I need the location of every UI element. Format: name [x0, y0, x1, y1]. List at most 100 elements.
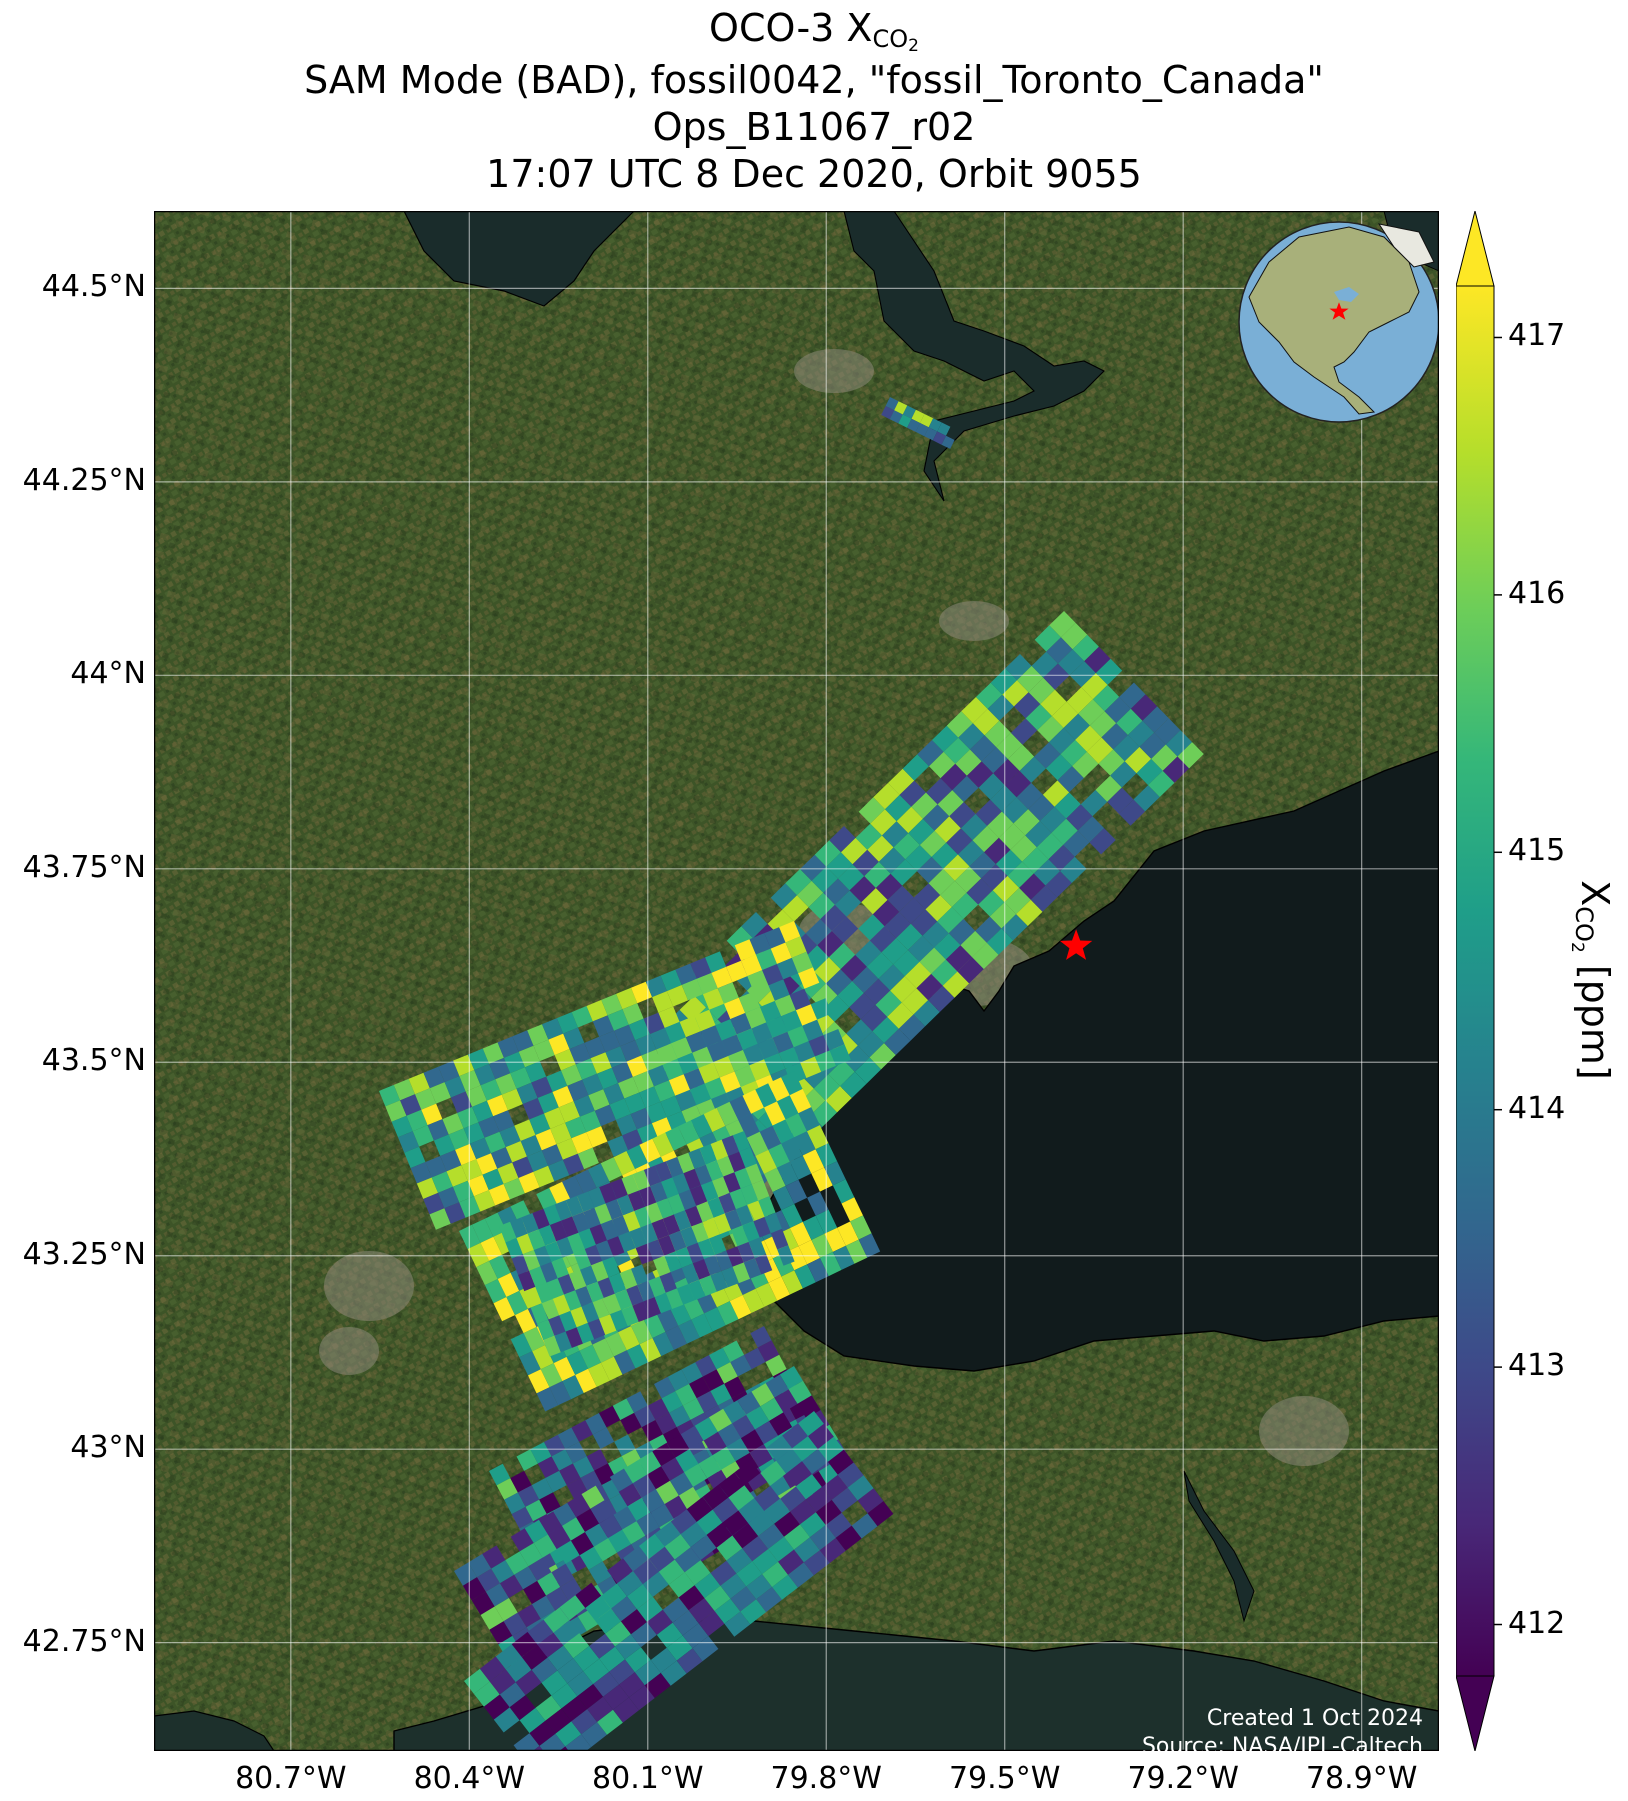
xco2-sounding — [845, 1239, 868, 1264]
xco2-sounding — [531, 1595, 555, 1619]
xco2-sounding — [581, 1722, 607, 1748]
xco2-sounding — [1034, 625, 1061, 652]
xco2-sounding — [631, 981, 653, 1004]
xco2-sounding — [1142, 706, 1169, 733]
xco2-sounding — [501, 1088, 523, 1111]
xco2-sounding — [622, 1521, 646, 1545]
xco2-sounding — [635, 1034, 657, 1056]
xco2-sounding — [791, 951, 813, 974]
xco2-sounding — [691, 1222, 709, 1243]
xco2-sounding — [780, 1486, 806, 1512]
xco2-sounding — [557, 1274, 576, 1295]
xco2-sounding — [814, 1050, 836, 1072]
xco2-sounding — [576, 1508, 600, 1532]
xco2-sounding — [587, 1318, 606, 1340]
xco2-sounding — [1004, 770, 1032, 798]
xco2-sounding — [790, 1499, 816, 1525]
lon-tick-label: 78.9°W — [1305, 1761, 1418, 1796]
xco2-sounding — [599, 1030, 621, 1053]
xco2-sounding — [669, 1405, 691, 1428]
xco2-sounding — [645, 1101, 667, 1124]
xco2-sounding — [1048, 844, 1075, 872]
xco2-sounding — [537, 1632, 564, 1658]
xco2-sounding — [774, 994, 796, 1017]
xco2-sounding — [613, 1151, 636, 1176]
xco2-sounding — [1058, 649, 1085, 676]
xco2-sounding — [794, 1537, 820, 1563]
xco2-sounding — [746, 1406, 770, 1430]
xco2-sounding — [561, 1216, 579, 1237]
xco2-sounding — [723, 1400, 747, 1424]
xco2-sounding — [530, 1303, 549, 1324]
xco2-sounding — [759, 1125, 782, 1150]
xco2-sounding — [646, 1239, 665, 1261]
xco2-sounding — [1089, 828, 1116, 855]
xco2-sounding — [867, 835, 894, 862]
xco2-sounding — [678, 1189, 697, 1211]
xco2-sounding — [765, 1354, 787, 1377]
xco2-sounding — [539, 1492, 561, 1514]
xco2-sounding — [559, 1310, 577, 1332]
xco2-sounding — [706, 1522, 733, 1548]
lat-tick-label: 44°N — [70, 656, 146, 692]
xco2-sounding — [567, 1494, 591, 1518]
xco2-sounding — [656, 1043, 678, 1065]
xco2-sounding — [423, 1192, 445, 1215]
xco2-sounding — [681, 1362, 703, 1384]
xco2-sounding — [872, 899, 900, 927]
xco2-sounding — [785, 1246, 808, 1271]
xco2-sounding — [699, 1144, 717, 1165]
xco2-sounding — [654, 1161, 673, 1182]
xco2-sounding — [406, 1109, 428, 1132]
xco2-sounding — [712, 1497, 739, 1523]
xco2-sounding — [760, 1000, 782, 1023]
xco2-sounding — [581, 1302, 599, 1323]
xco2-sounding — [837, 981, 864, 1008]
xco2-sounding — [647, 1064, 669, 1087]
xco2-sounding — [714, 1598, 741, 1624]
xco2-sounding — [514, 1119, 536, 1141]
xco2-sounding — [829, 826, 856, 853]
map-panel[interactable] — [153, 210, 1440, 1784]
xco2-sounding — [416, 1177, 438, 1199]
xco2-sounding — [908, 818, 935, 845]
xco2-sounding — [404, 1146, 426, 1169]
xco2-sounding — [887, 1002, 914, 1029]
xco2-sounding — [535, 1128, 557, 1151]
xco2-sounding — [762, 964, 784, 986]
xco2-sounding — [540, 1262, 558, 1283]
xco2-sounding — [846, 1019, 873, 1046]
lat-tick-label: 42.75°N — [22, 1623, 146, 1659]
xco2-sounding — [557, 1658, 584, 1684]
xco2-sounding — [732, 1523, 759, 1549]
xco2-sounding — [690, 1534, 717, 1561]
xco2-sounding — [619, 1672, 645, 1698]
xco2-sounding — [557, 1427, 580, 1450]
xco2-sounding — [1019, 756, 1046, 783]
xco2-sounding — [609, 1659, 635, 1685]
xco2-sounding — [668, 1572, 695, 1598]
xco2-sounding — [618, 1326, 640, 1351]
xco2-sounding — [519, 1543, 543, 1567]
xco2-sounding — [1057, 766, 1084, 793]
xco2-sounding — [672, 1173, 690, 1194]
xco2-sounding — [919, 947, 946, 974]
xco2-sounding — [593, 1538, 617, 1562]
xco2-sounding — [705, 951, 727, 973]
xco2-sounding — [541, 1144, 563, 1166]
xco2-sounding — [1043, 663, 1070, 690]
xco2-sounding — [741, 912, 768, 939]
xco2-sounding — [765, 1374, 789, 1398]
xco2-sounding — [758, 1523, 785, 1549]
xco2-sounding — [696, 1391, 718, 1413]
map-canvas[interactable] — [153, 210, 1440, 1784]
xco2-sounding — [543, 1204, 561, 1225]
xco2-sounding — [840, 954, 867, 982]
xco2-sounding — [682, 1623, 709, 1649]
xco2-sounding — [588, 1561, 612, 1585]
xco2-sounding — [515, 1669, 542, 1696]
xco2-sounding — [559, 1595, 586, 1621]
title-line2: SAM Mode (BAD), fossil0042, "fossil_Toro… — [304, 58, 1324, 102]
xco2-sounding — [901, 988, 929, 1015]
xco2-sounding — [1049, 611, 1076, 638]
